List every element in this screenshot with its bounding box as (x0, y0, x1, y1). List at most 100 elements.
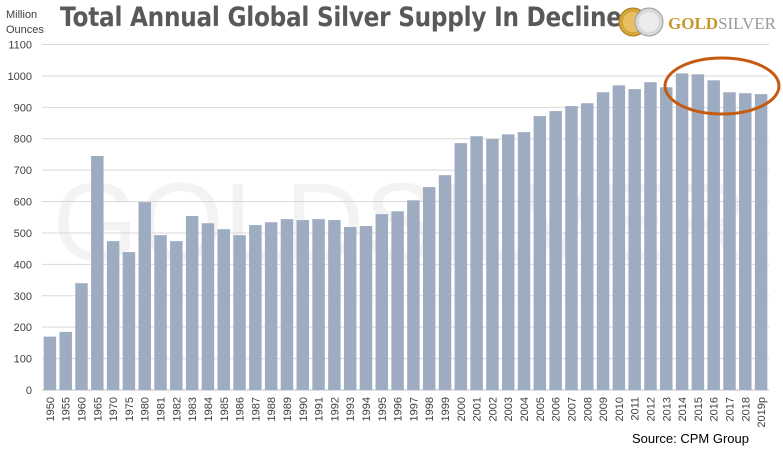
x-tick-label: 2012 (645, 397, 657, 421)
bar-2015 (691, 74, 705, 391)
bar-1984 (201, 223, 215, 390)
bar-1992 (328, 220, 341, 390)
bar-1994 (359, 226, 373, 390)
x-tick-label: 2003 (503, 397, 515, 421)
bar-1965 (91, 156, 104, 390)
bar-1985 (217, 229, 230, 390)
x-tick-label: 1988 (266, 397, 278, 421)
x-tick-label: 2010 (614, 397, 626, 421)
bar-2012 (644, 82, 657, 390)
bar-2007 (565, 106, 578, 390)
x-tick-label: 1995 (377, 397, 389, 421)
x-tick-label: 1980 (140, 397, 152, 421)
x-tick-label: 1983 (187, 397, 199, 421)
x-tick-label: 2000 (456, 397, 468, 421)
x-tick-label: 1982 (171, 397, 183, 421)
y-tick-label: 400 (14, 259, 32, 271)
y-tick-label: 500 (14, 228, 32, 240)
x-tick-label: 1955 (61, 397, 73, 421)
bar-2018 (739, 93, 752, 391)
bar-1999 (438, 175, 452, 390)
x-tick-label: 2008 (582, 397, 594, 421)
bar-1986 (233, 235, 246, 390)
bar-2004 (517, 132, 531, 391)
bar-2000 (454, 143, 468, 390)
bar-1982 (170, 241, 183, 390)
y-tick-label: 0 (26, 385, 32, 397)
x-tick-label: 1999 (440, 397, 452, 421)
bar-2011 (628, 89, 641, 391)
logo-silver-text: SILVER (718, 14, 777, 33)
x-tick-label: 1984 (203, 397, 215, 421)
bar-1988 (264, 222, 278, 390)
x-tick-label: 1987 (250, 397, 262, 421)
bar-2017 (723, 92, 736, 390)
x-tick-label: 2017 (724, 397, 736, 421)
y-tick-label: 700 (14, 165, 32, 177)
bar-1970 (106, 241, 120, 390)
x-tick-label: 2015 (693, 397, 705, 421)
y-unit-line2: Ounces (6, 24, 44, 36)
x-tick-label: 2011 (630, 397, 642, 421)
bar-1975 (122, 252, 136, 390)
x-tick-label: 1960 (77, 397, 89, 421)
x-tick-label: 1970 (108, 397, 120, 421)
bar-1993 (343, 226, 357, 390)
y-axis-unit: Million Ounces (6, 8, 44, 38)
y-tick-label: 200 (14, 322, 32, 334)
y-unit-line1: Million (6, 9, 38, 21)
bar-1980 (138, 202, 151, 390)
bar-2013 (660, 87, 673, 390)
y-tick-label: 800 (14, 134, 32, 146)
bar-1983 (185, 215, 199, 390)
bar-2001 (470, 136, 483, 390)
bar-2003 (501, 134, 515, 390)
x-tick-label: 1992 (329, 397, 341, 421)
y-tick-label: 900 (14, 102, 32, 114)
bar-2019p (754, 94, 768, 390)
chart-title: Total Annual Global Silver Supply In Dec… (60, 2, 622, 33)
logo-gold-text: GOLD (668, 14, 719, 33)
x-tick-label: 1997 (408, 397, 420, 421)
bar-1995 (375, 214, 389, 390)
coins-icon (618, 7, 664, 37)
x-tick-label: 1975 (124, 397, 136, 421)
bar-1990 (296, 220, 310, 390)
x-tick-label: 2006 (551, 397, 563, 421)
bar-2009 (596, 92, 610, 390)
x-tick-label: 2016 (709, 397, 721, 421)
bar-2006 (549, 111, 562, 390)
y-tick-label: 100 (14, 354, 32, 366)
x-tick-label: 1981 (156, 397, 168, 421)
x-tick-label: 1991 (314, 397, 326, 421)
bar-2010 (612, 85, 626, 390)
x-tick-label: 1985 (219, 397, 231, 421)
bar-2016 (707, 80, 720, 390)
x-tick-label: 1998 (424, 397, 436, 421)
bar-1981 (154, 235, 167, 390)
bar-2008 (581, 103, 594, 391)
x-tick-label: 1996 (393, 397, 405, 421)
x-tick-label: 1994 (361, 397, 373, 421)
x-tick-label: 1965 (92, 397, 104, 421)
y-tick-label: 300 (14, 291, 32, 303)
x-tick-label: 1990 (298, 397, 310, 421)
bar-1997 (407, 200, 420, 390)
bar-1987 (249, 225, 262, 390)
x-tick-label: 2009 (598, 397, 610, 421)
x-tick-label: 2014 (677, 397, 689, 421)
goldsilver-logo: GOLDSILVER (617, 5, 783, 39)
source-note: Source: CPM Group (631, 431, 749, 446)
x-tick-label: 2005 (535, 397, 547, 421)
bar-2005 (533, 116, 547, 390)
bar-1998 (422, 187, 436, 390)
bar-2014 (675, 73, 689, 390)
x-tick-label: 2007 (566, 397, 578, 421)
x-tick-label: 1993 (345, 397, 357, 421)
x-tick-label: 2013 (661, 397, 673, 421)
x-tick-label: 2019p (756, 397, 768, 428)
y-tick-label: 1100 (8, 40, 32, 52)
bar-1955 (59, 331, 72, 390)
